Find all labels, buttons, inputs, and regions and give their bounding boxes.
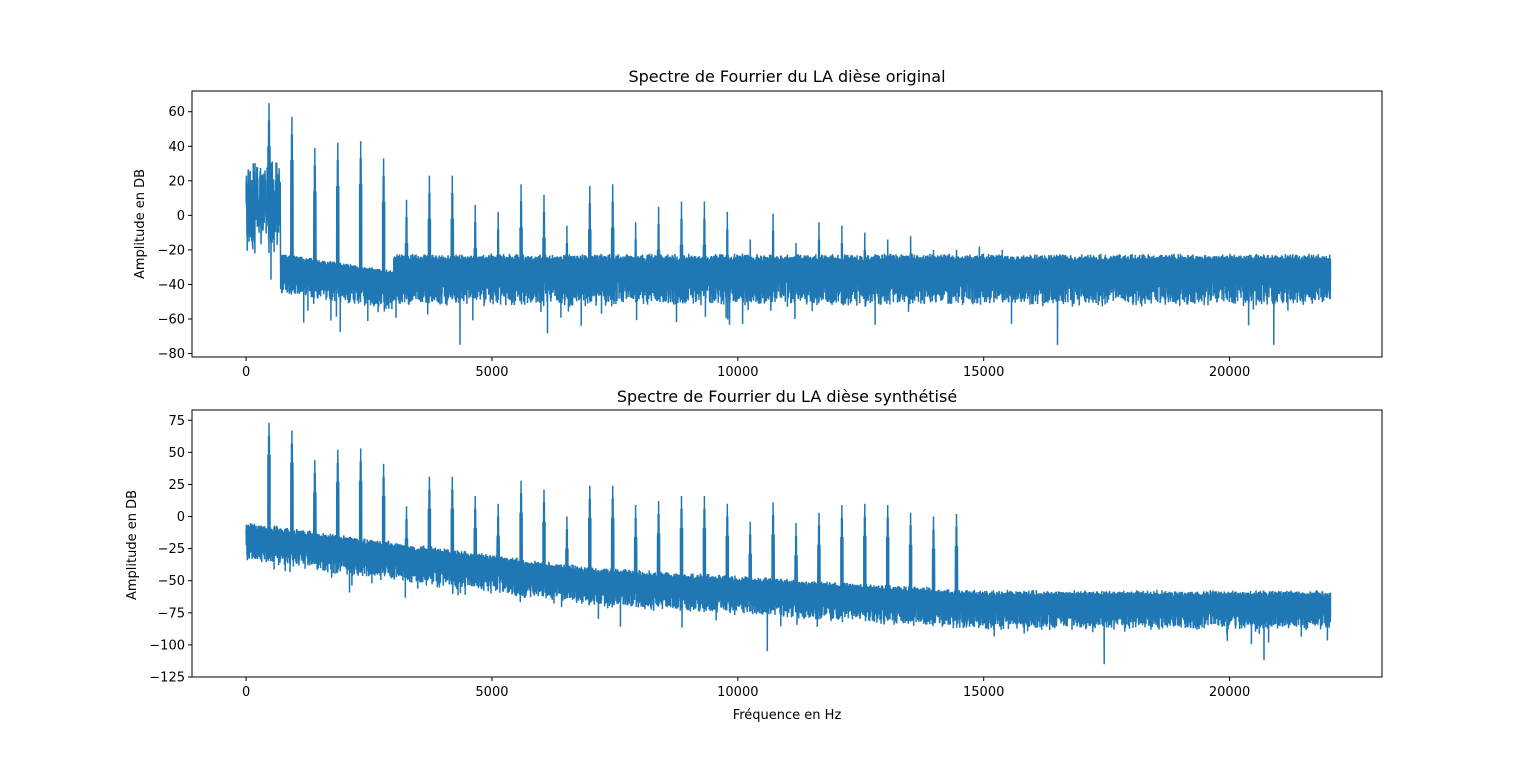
y-tick-label: −40 (158, 278, 185, 293)
y-tick-label: −80 (158, 347, 185, 362)
x-ticks-synthesized: 0 5000 10000 15000 20000 (242, 677, 1250, 700)
x-tick-label: 15000 (963, 685, 1004, 700)
ylabel-original: Amplitude en DB (133, 169, 148, 279)
y-tick-label: 25 (168, 478, 185, 493)
x-tick-label: 10000 (717, 365, 758, 380)
y-tick-label: 0 (177, 510, 185, 525)
y-tick-label: −25 (158, 542, 185, 557)
y-tick-label: −50 (158, 574, 185, 589)
x-ticks-original: 0 5000 10000 15000 20000 (242, 357, 1250, 380)
y-tick-label: 0 (177, 209, 185, 224)
subplot-original: Spectre de Fourrier du LA dièse original… (133, 67, 1383, 380)
x-tick-label: 5000 (475, 685, 508, 700)
axes-frame (191, 90, 1383, 358)
x-tick-label: 0 (242, 685, 250, 700)
y-tick-label: 50 (168, 446, 185, 461)
y-tick-label: 60 (168, 105, 185, 120)
y-tick-label: −20 (158, 243, 185, 258)
plot-area-original (191, 90, 1383, 358)
x-tick-label: 20000 (1209, 365, 1250, 380)
subplot-synthesized: Spectre de Fourrier du LA dièse synthéti… (125, 387, 1383, 723)
spectrum-line-synthesized (245, 422, 1332, 665)
y-tick-label: −60 (158, 313, 185, 328)
chart-title-original: Spectre de Fourrier du LA dièse original (628, 67, 945, 86)
ylabel-synthesized: Amplitude en DB (125, 490, 140, 600)
y-tick-label: 40 (168, 140, 185, 155)
xlabel-synthesized: Fréquence en Hz (733, 708, 842, 723)
x-tick-label: 0 (242, 365, 250, 380)
x-tick-label: 5000 (475, 365, 508, 380)
y-ticks-synthesized: −125 −100 −75 −50 −25 0 25 50 75 (149, 414, 192, 686)
x-tick-label: 20000 (1209, 685, 1250, 700)
plot-area-synthesized (191, 409, 1383, 678)
x-tick-label: 15000 (963, 365, 1004, 380)
y-tick-label: 20 (168, 174, 185, 189)
chart-title-synthesized: Spectre de Fourrier du LA dièse synthéti… (617, 387, 957, 406)
y-tick-label: −75 (158, 606, 185, 621)
y-tick-label: −100 (149, 638, 185, 653)
x-tick-label: 10000 (717, 685, 758, 700)
y-tick-label: −125 (149, 671, 185, 686)
y-ticks-original: −80 −60 −40 −20 0 20 40 60 (158, 105, 192, 362)
axes-frame (191, 409, 1383, 678)
y-tick-label: 75 (168, 414, 185, 429)
spectrum-line-original (245, 103, 1332, 345)
